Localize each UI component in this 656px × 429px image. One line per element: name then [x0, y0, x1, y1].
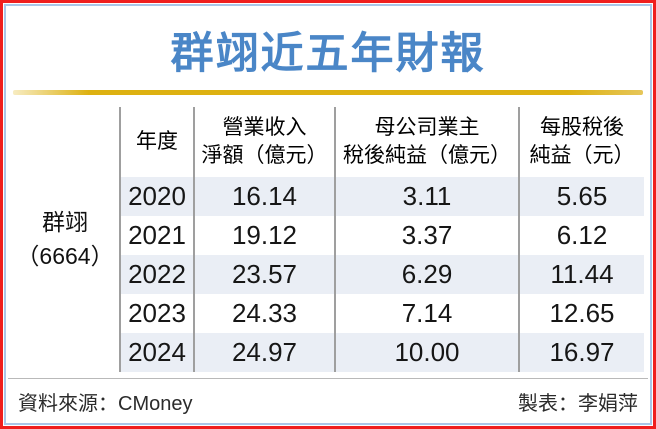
cell-year: 2022 [119, 255, 193, 294]
cell-revenue: 24.33 [193, 294, 334, 333]
cell-profit: 6.29 [334, 255, 518, 294]
page-title: 群翊近五年財報 [170, 30, 486, 78]
cell-revenue: 16.14 [193, 177, 334, 216]
header-profit: 母公司業主 稅後純益（億元） [334, 107, 518, 177]
table-row-2022: 2022 23.57 6.29 11.44 [119, 255, 644, 294]
cell-profit: 3.11 [334, 177, 518, 216]
author-credit: 製表：李娟萍 [518, 393, 638, 415]
cell-profit: 3.37 [334, 216, 518, 255]
header-year-line1: 年度 [136, 129, 178, 153]
cell-revenue: 19.12 [193, 216, 334, 255]
header-eps-line2: 純益（元） [529, 144, 635, 167]
company-name: 群翊 [42, 209, 88, 236]
header-year: 年度 [119, 107, 193, 177]
company-label: 群翊 （6664） [11, 107, 119, 372]
cell-eps: 11.44 [518, 255, 644, 294]
table-row-2021: 2021 19.12 3.37 6.12 [119, 216, 644, 255]
header-revenue: 營業收入 淨額（億元） [193, 107, 334, 177]
cell-profit: 7.14 [334, 294, 518, 333]
gold-divider-line [13, 90, 643, 95]
cell-year: 2021 [119, 216, 193, 255]
cell-year: 2023 [119, 294, 193, 333]
table-header-row: 年度 營業收入 淨額（億元） 母公司業主 稅後純益（億元） 每股稅後 純益（元） [119, 107, 644, 177]
table-grid: 年度 營業收入 淨額（億元） 母公司業主 稅後純益（億元） 每股稅後 純益（元）… [119, 107, 644, 372]
header-revenue-line2: 淨額（億元） [201, 144, 328, 167]
financial-table: 群翊 （6664） 年度 營業收入 淨額（億元） 母公司業主 稅後純益（億元） … [11, 107, 644, 372]
source-credit: 資料來源：CMoney [18, 393, 193, 415]
footer: 資料來源：CMoney 製表：李娟萍 [18, 387, 638, 416]
cell-eps: 5.65 [518, 177, 644, 216]
header-profit-line2: 稅後純益（億元） [343, 144, 511, 167]
table-row-2023: 2023 24.33 7.14 12.65 [119, 294, 644, 333]
table-row-2020: 2020 16.14 3.11 5.65 [119, 177, 644, 216]
header-profit-line1: 母公司業主 [374, 115, 480, 139]
header-eps: 每股稅後 純益（元） [518, 107, 644, 177]
cell-eps: 12.65 [518, 294, 644, 333]
cell-profit: 10.00 [334, 333, 518, 372]
cell-year: 2024 [119, 333, 193, 372]
cell-eps: 6.12 [518, 216, 644, 255]
cell-eps: 16.97 [518, 333, 644, 372]
clipping-frame: 群翊近五年財報 群翊 （6664） 年度 營業收入 淨額（億元） 母公司業主 稅… [4, 4, 652, 425]
header-revenue-line1: 營業收入 [222, 115, 307, 139]
company-ticker: （6664） [16, 242, 114, 269]
table-row-2024: 2024 24.97 10.00 16.97 [119, 333, 644, 372]
header-eps-line1: 每股稅後 [540, 115, 624, 139]
cell-revenue: 23.57 [193, 255, 334, 294]
cell-year: 2020 [119, 177, 193, 216]
cell-revenue: 24.97 [193, 333, 334, 372]
footer-divider [8, 378, 648, 379]
